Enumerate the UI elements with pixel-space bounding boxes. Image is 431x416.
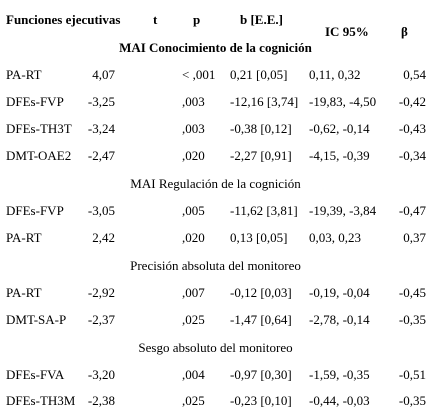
cell-beta: -0,43 xyxy=(398,121,426,136)
cell-t: -2,92 xyxy=(87,285,115,300)
cell-beta: -0,45 xyxy=(398,285,426,300)
cell-b: 0,21 [0,05] xyxy=(230,67,288,82)
header-funciones: Funciones ejecutivas xyxy=(6,12,121,27)
cell-beta: 0,37 xyxy=(403,230,426,245)
table-row: PA-RT 2,42 ,020 0,13 [0,05] 0,03, 0,23 0… xyxy=(0,230,431,248)
cell-b: -0,97 [0,30] xyxy=(230,367,292,382)
cell-ic: -0,44, -0,03 xyxy=(309,393,370,408)
cell-name: DFEs-TH3M xyxy=(6,393,76,408)
table-row: PA-RT -2,92 ,007 -0,12 [0,03] -0,19, -0,… xyxy=(0,285,431,303)
table-row: DFEs-TH3M -2,38 ,025 -0,23 [0,10] -0,44,… xyxy=(0,393,431,411)
cell-name: DMT-SA-P xyxy=(6,312,67,327)
cell-p: ,007 xyxy=(182,285,205,300)
header-beta: β xyxy=(401,24,408,39)
cell-ic: -0,19, -0,04 xyxy=(309,285,370,300)
cell-t: -2,37 xyxy=(87,312,115,327)
cell-t: 4,07 xyxy=(92,67,115,82)
cell-beta: -0,47 xyxy=(398,203,426,218)
cell-p: ,020 xyxy=(182,230,205,245)
cell-p: ,003 xyxy=(182,121,205,136)
cell-name: DFEs-FVA xyxy=(6,367,65,382)
cell-t: -3,25 xyxy=(87,94,115,109)
cell-b: -0,12 [0,03] xyxy=(230,285,292,300)
table-row: DMT-SA-P -2,37 ,025 -1,47 [0,64] -2,78, … xyxy=(0,312,431,330)
cell-t: -3,05 xyxy=(87,203,115,218)
cell-b: -0,38 [0,12] xyxy=(230,121,292,136)
table-row: PA-RT 4,07 < ,001 0,21 [0,05] 0,11, 0,32… xyxy=(0,67,431,85)
cell-name: DFEs-FVP xyxy=(6,94,64,109)
cell-p: ,004 xyxy=(182,367,205,382)
table-row: DFEs-TH3T -3,24 ,003 -0,38 [0,12] -0,62,… xyxy=(0,121,431,139)
cell-name: DMT-OAE2 xyxy=(6,148,72,163)
header-t: t xyxy=(153,12,158,27)
cell-ic: 0,11, 0,32 xyxy=(309,67,361,82)
cell-t: 2,42 xyxy=(92,230,115,245)
cell-b: 0,13 [0,05] xyxy=(230,230,288,245)
cell-t: -3,24 xyxy=(87,121,115,136)
cell-p: ,025 xyxy=(182,393,205,408)
table-row: DFEs-FVP -3,05 ,005 -11,62 [3,81] -19,39… xyxy=(0,203,431,221)
cell-t: -2,38 xyxy=(87,393,115,408)
cell-beta: -0,35 xyxy=(398,393,426,408)
cell-ic: -4,15, -0,39 xyxy=(309,148,370,163)
cell-b: -0,23 [0,10] xyxy=(230,393,292,408)
cell-name: PA-RT xyxy=(6,67,42,82)
section-title: Precisión absoluta del monitoreo xyxy=(130,258,301,273)
cell-name: PA-RT xyxy=(6,230,42,245)
cell-ic: 0,03, 0,23 xyxy=(309,230,361,245)
cell-p: ,005 xyxy=(182,203,205,218)
cell-ic: -19,39, -3,84 xyxy=(309,203,377,218)
table-row: DFEs-FVA -3,20 ,004 -0,97 [0,30] -1,59, … xyxy=(0,367,431,385)
cell-b: -1,47 [0,64] xyxy=(230,312,292,327)
header-p: p xyxy=(193,12,201,27)
cell-name: DFEs-TH3T xyxy=(6,121,72,136)
cell-b: -12,16 [3,74] xyxy=(230,94,299,109)
cell-p: ,025 xyxy=(182,312,205,327)
cell-b: -2,27 [0,91] xyxy=(230,148,292,163)
header-b: b [E.E.] xyxy=(240,12,283,27)
cell-name: PA-RT xyxy=(6,285,42,300)
cell-t: -2,47 xyxy=(87,148,115,163)
table-row: DFEs-FVP -3,25 ,003 -12,16 [3,74] -19,83… xyxy=(0,94,431,112)
cell-ic: -0,62, -0,14 xyxy=(309,121,370,136)
section-title: MAI Regulación de la cognición xyxy=(130,176,301,191)
section-title: MAI Conocimiento de la cognición xyxy=(119,40,312,55)
cell-beta: 0,54 xyxy=(403,67,426,82)
cell-name: DFEs-FVP xyxy=(6,203,64,218)
cell-p: < ,001 xyxy=(182,67,216,82)
table-row: DMT-OAE2 -2,47 ,020 -2,27 [0,91] -4,15, … xyxy=(0,148,431,166)
cell-beta: -0,51 xyxy=(398,367,426,382)
cell-ic: -1,59, -0,35 xyxy=(309,367,370,382)
cell-ic: -2,78, -0,14 xyxy=(309,312,370,327)
cell-beta: -0,42 xyxy=(398,94,426,109)
cell-beta: -0,34 xyxy=(398,148,426,163)
header-ic: IC 95% xyxy=(325,24,369,39)
cell-p: ,003 xyxy=(182,94,205,109)
cell-beta: -0,35 xyxy=(398,312,426,327)
cell-b: -11,62 [3,81] xyxy=(230,203,298,218)
cell-p: ,020 xyxy=(182,148,205,163)
cell-ic: -19,83, -4,50 xyxy=(309,94,377,109)
cell-t: -3,20 xyxy=(87,367,115,382)
section-title: Sesgo absoluto del monitoreo xyxy=(138,340,293,355)
